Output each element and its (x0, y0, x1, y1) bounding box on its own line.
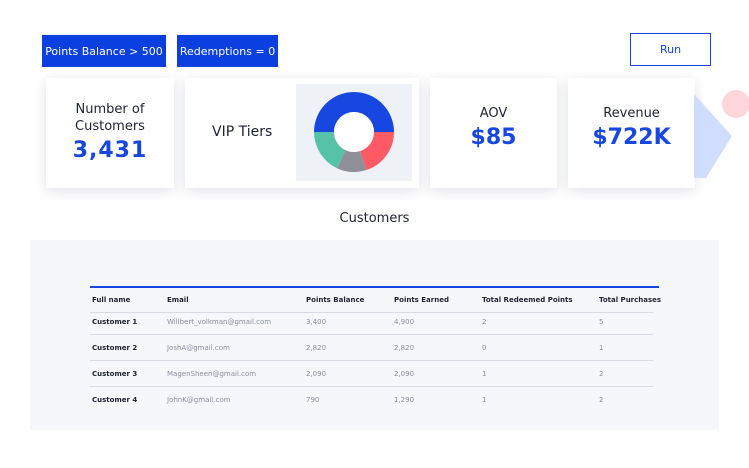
table-row[interactable]: Customer 3 MagenSheen@gmail.com 2,090 2,… (90, 361, 653, 387)
column-header-points-balance: Points Balance (306, 296, 365, 304)
filter-chip-points-balance[interactable]: Points Balance > 500 (42, 35, 166, 67)
cell-full-name: Customer 4 (92, 396, 138, 404)
donut-hole (334, 112, 374, 152)
cell-points-balance: 2,820 (306, 344, 327, 352)
customers-metric-card: Number of Customers 3,431 (46, 78, 174, 188)
run-button-label: Run (659, 43, 682, 56)
filter-chip-label: Redemptions = 0 (179, 44, 276, 58)
customers-table-panel: Full name Email Points Balance Points Ea… (30, 240, 719, 430)
cell-email: JohnK@gmail.com (167, 396, 231, 404)
donut-slice-4 (314, 132, 346, 169)
cell-points-earned: 4,900 (394, 318, 415, 326)
column-header-total-redeemed: Total Redeemed Points (482, 296, 573, 304)
run-button[interactable]: Run (630, 33, 711, 66)
customers-section-title: Customers (339, 211, 410, 226)
donut-slice-3 (336, 150, 367, 172)
cell-total-redeemed: 1 (482, 370, 487, 378)
cell-total-redeemed: 1 (482, 396, 487, 404)
cell-points-earned: 2,090 (394, 370, 415, 378)
cell-full-name: Customer 3 (92, 370, 138, 378)
column-header-email: Email (167, 296, 189, 304)
filter-chip-redemptions[interactable]: Redemptions = 0 (177, 35, 278, 67)
revenue-metric-label: Revenue (603, 106, 660, 121)
vip-tiers-label: VIP Tiers (212, 124, 273, 140)
cell-points-balance: 790 (306, 396, 320, 404)
cell-email: JoshA@gmail.com (167, 344, 230, 352)
cell-points-balance: 2,090 (306, 370, 327, 378)
vip-tiers-donut-chart (296, 84, 412, 181)
column-header-full-name: Full name (92, 296, 131, 304)
aov-metric-value: $85 (470, 125, 517, 150)
customers-label-line2: Customers (75, 119, 145, 134)
cell-full-name: Customer 1 (92, 318, 138, 326)
customers-metric-label: Number of Customers (46, 101, 174, 135)
cell-full-name: Customer 2 (92, 344, 138, 352)
column-header-total-purchases: Total Purchases (599, 296, 662, 304)
cell-total-purchases: 5 (599, 318, 604, 326)
table-row[interactable]: Customer 4 JohnK@gmail.com 790 1,290 1 2 (90, 387, 653, 413)
cell-total-purchases: 2 (599, 370, 604, 378)
aov-metric-label: AOV (479, 106, 508, 121)
decorative-circle (722, 90, 749, 118)
table-header-row: Full name Email Points Balance Points Ea… (90, 287, 661, 313)
donut-slice-2 (360, 132, 394, 171)
revenue-metric-card: Revenue $722K (568, 78, 695, 188)
customers-label-line1: Number of (75, 102, 145, 117)
cell-email: Willbert_volkman@gmail.com (167, 318, 272, 326)
cell-points-earned: 1,290 (394, 396, 415, 404)
revenue-metric-value: $722K (592, 125, 671, 150)
customers-metric-value: 3,431 (72, 138, 148, 163)
table-row[interactable]: Customer 2 JoshA@gmail.com 2,820 2,820 0… (90, 335, 653, 361)
table-row[interactable]: Customer 1 Willbert_volkman@gmail.com 3,… (90, 309, 653, 335)
cell-points-balance: 3,400 (306, 318, 327, 326)
decorative-chevron-shape (694, 94, 732, 178)
cell-total-redeemed: 0 (482, 344, 487, 352)
aov-metric-card: AOV $85 (430, 78, 557, 188)
cell-total-purchases: 2 (599, 396, 604, 404)
cell-total-redeemed: 2 (482, 318, 487, 326)
cell-total-purchases: 1 (599, 344, 604, 352)
cell-points-earned: 2,820 (394, 344, 415, 352)
vip-tiers-card: VIP Tiers (185, 78, 419, 188)
column-header-points-earned: Points Earned (394, 296, 449, 304)
table-top-rule (90, 286, 659, 288)
filter-chip-label: Points Balance > 500 (45, 44, 163, 58)
cell-email: MagenSheen@gmail.com (167, 370, 257, 378)
